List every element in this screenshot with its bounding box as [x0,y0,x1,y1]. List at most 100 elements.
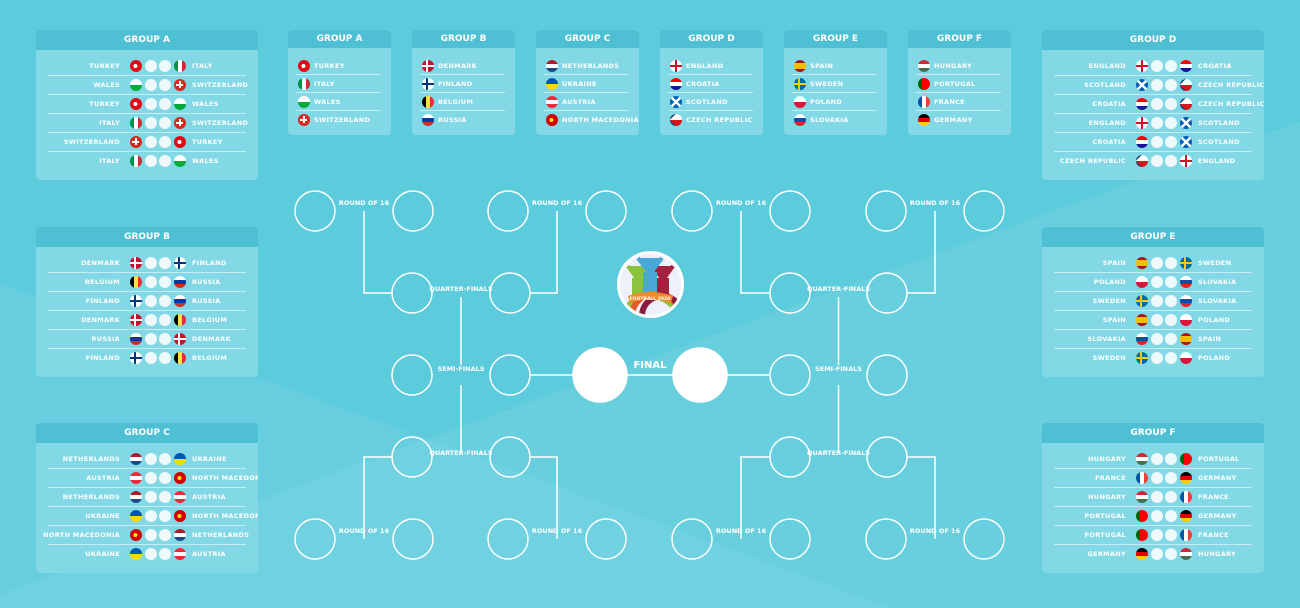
round-of-16-slot[interactable] [392,190,434,232]
away-score-input[interactable] [1165,548,1177,560]
quarter-final-slot[interactable] [489,436,531,478]
home-score-input[interactable] [1151,529,1163,541]
home-score-input[interactable] [1151,60,1163,72]
home-score-input[interactable] [145,136,157,148]
away-score-input[interactable] [159,529,171,541]
round-of-16-slot[interactable] [487,518,529,560]
away-score-input[interactable] [159,510,171,522]
round-of-16-slot[interactable] [294,190,336,232]
quarter-final-slot[interactable] [769,436,811,478]
round-of-16-slot[interactable] [963,190,1005,232]
home-score-input[interactable] [145,548,157,560]
round-of-16-slot[interactable] [671,518,713,560]
home-score-input[interactable] [145,98,157,110]
away-score-input[interactable] [1165,257,1177,269]
semi-final-slot[interactable] [391,354,433,396]
home-score-input[interactable] [1151,117,1163,129]
semi-final-slot[interactable] [866,354,908,396]
away-score-input[interactable] [159,548,171,560]
quarter-final-slot[interactable] [391,436,433,478]
home-score-input[interactable] [145,510,157,522]
home-score-input[interactable] [145,529,157,541]
home-score-input[interactable] [1151,453,1163,465]
home-score-input[interactable] [1151,98,1163,110]
home-score-input[interactable] [1151,491,1163,503]
away-score-input[interactable] [159,155,171,167]
round-of-16-slot[interactable] [963,518,1005,560]
home-score-input[interactable] [145,257,157,269]
away-score-input[interactable] [1165,79,1177,91]
home-score-input[interactable] [1151,136,1163,148]
home-score-input[interactable] [1151,472,1163,484]
away-score-input[interactable] [159,117,171,129]
away-score-input[interactable] [159,276,171,288]
round-of-16-slot[interactable] [671,190,713,232]
away-score-input[interactable] [159,79,171,91]
round-of-16-slot[interactable] [865,518,907,560]
home-score-input[interactable] [1151,352,1163,364]
away-score-input[interactable] [159,98,171,110]
away-score-input[interactable] [1165,314,1177,326]
round-of-16-slot[interactable] [865,190,907,232]
away-score-input[interactable] [1165,510,1177,522]
away-score-input[interactable] [1165,295,1177,307]
semi-final-slot[interactable] [769,354,811,396]
quarter-final-slot[interactable] [866,436,908,478]
home-score-input[interactable] [1151,257,1163,269]
away-score-input[interactable] [159,295,171,307]
away-score-input[interactable] [159,314,171,326]
away-score-input[interactable] [159,333,171,345]
home-score-input[interactable] [145,276,157,288]
away-score-input[interactable] [159,472,171,484]
home-score-input[interactable] [1151,548,1163,560]
away-score-input[interactable] [1165,333,1177,345]
home-score-input[interactable] [145,60,157,72]
round-of-16-slot[interactable] [392,518,434,560]
away-score-input[interactable] [1165,117,1177,129]
away-score-input[interactable] [1165,529,1177,541]
home-score-input[interactable] [145,314,157,326]
home-score-input[interactable] [1151,510,1163,522]
quarter-final-slot[interactable] [769,272,811,314]
home-score-input[interactable] [145,333,157,345]
home-score-input[interactable] [145,453,157,465]
home-score-input[interactable] [145,472,157,484]
away-score-input[interactable] [1165,98,1177,110]
away-score-input[interactable] [159,257,171,269]
quarter-final-slot[interactable] [489,272,531,314]
home-score-input[interactable] [1151,79,1163,91]
home-score-input[interactable] [145,352,157,364]
round-of-16-slot[interactable] [585,190,627,232]
away-score-input[interactable] [1165,352,1177,364]
away-score-input[interactable] [159,352,171,364]
away-score-input[interactable] [1165,472,1177,484]
away-score-input[interactable] [1165,491,1177,503]
home-score-input[interactable] [1151,276,1163,288]
away-score-input[interactable] [159,491,171,503]
home-score-input[interactable] [145,295,157,307]
away-score-input[interactable] [1165,155,1177,167]
round-of-16-slot[interactable] [294,518,336,560]
home-score-input[interactable] [1151,295,1163,307]
round-of-16-slot[interactable] [487,190,529,232]
home-score-input[interactable] [1151,314,1163,326]
away-score-input[interactable] [1165,136,1177,148]
away-score-input[interactable] [1165,453,1177,465]
quarter-final-slot[interactable] [391,272,433,314]
home-score-input[interactable] [1151,155,1163,167]
away-score-input[interactable] [159,60,171,72]
round-of-16-slot[interactable] [769,190,811,232]
home-score-input[interactable] [145,491,157,503]
away-score-input[interactable] [159,453,171,465]
semi-final-slot[interactable] [489,354,531,396]
final-slot-right[interactable] [672,347,728,403]
home-score-input[interactable] [145,117,157,129]
final-slot-left[interactable] [572,347,628,403]
round-of-16-slot[interactable] [769,518,811,560]
home-score-input[interactable] [145,79,157,91]
away-score-input[interactable] [159,136,171,148]
away-score-input[interactable] [1165,60,1177,72]
round-of-16-slot[interactable] [585,518,627,560]
home-score-input[interactable] [1151,333,1163,345]
away-score-input[interactable] [1165,276,1177,288]
